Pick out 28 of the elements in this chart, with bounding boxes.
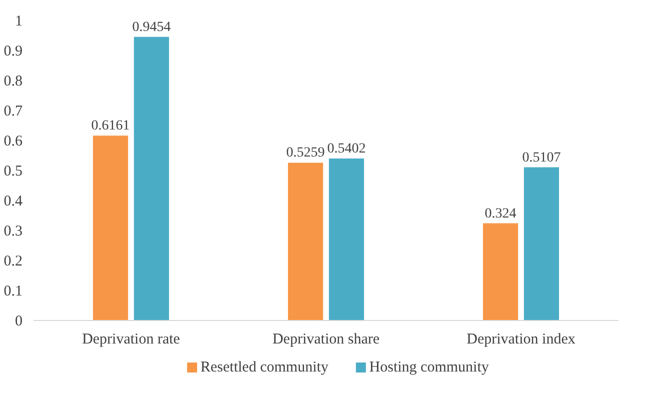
x-tick-label: Deprivation share [272,332,380,348]
y-tick-label: 0.6 [4,134,23,150]
x-tick-label: Deprivation index [466,332,576,348]
legend-label: Hosting community [369,360,490,376]
y-tick-label: 0.5 [4,164,22,180]
bar [288,162,324,320]
bar [482,223,518,320]
bar [134,36,170,320]
data-label: 0.6161 [91,118,130,134]
bar [328,158,364,320]
data-label: 0.5107 [522,150,561,166]
y-tick-label: 0.9 [4,44,22,60]
y-tick-label: 0.2 [4,254,22,270]
y-tick-label: 0.4 [4,194,23,210]
y-tick-label: 0.7 [4,104,23,120]
legend-label: Resettled community [200,360,329,376]
y-tick-label: 0.8 [4,74,22,90]
y-tick-label: 0 [15,314,22,330]
data-label: 0.324 [484,206,516,222]
bar [92,136,128,320]
data-label: 0.5402 [327,141,366,156]
y-tick-label: 1 [15,14,22,30]
data-label: 0.5259 [286,146,325,161]
bar [524,167,560,320]
y-tick-label: 0.3 [4,224,22,240]
x-tick-label: Deprivation rate [82,332,180,348]
data-label: 0.9454 [132,20,171,35]
y-tick-label: 0.1 [4,284,22,300]
